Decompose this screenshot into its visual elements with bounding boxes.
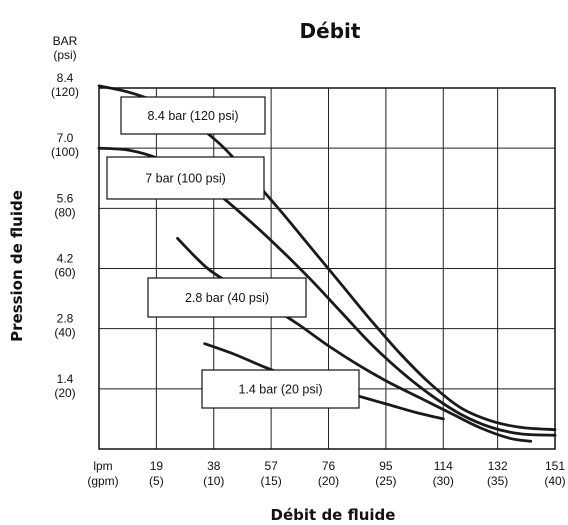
y-axis-title: Pression de fluide <box>8 190 26 342</box>
x-tick-sub-label-6: (35) <box>487 474 508 488</box>
x-tick-label-3: 76 <box>322 459 336 473</box>
x-tick-label-5: 114 <box>434 459 453 473</box>
x-tick-label-2: 57 <box>264 459 278 473</box>
y-tick-label-1: 2.8 <box>57 312 74 326</box>
y-tick-sub-label-2: (60) <box>54 266 75 280</box>
x-tick-sub-label-7: (40) <box>544 474 565 488</box>
y-unit-sub-label: (psi) <box>53 48 76 62</box>
x-tick-sub-label-0: (5) <box>149 474 164 488</box>
x-tick-label-6: 132 <box>488 459 508 473</box>
x-tick-sub-label-5: (30) <box>433 474 454 488</box>
x-tick-label-4: 95 <box>379 459 393 473</box>
annotation-box-0 <box>120 96 266 135</box>
y-tick-sub-label-4: (100) <box>51 145 79 159</box>
annotation-box-3 <box>201 369 360 409</box>
annotation-text-0: 8.4 bar (120 psi) <box>147 109 238 123</box>
y-tick-label-3: 5.6 <box>57 191 74 205</box>
annotation-box-2 <box>147 277 307 318</box>
annotation-text-1: 7 bar (100 psi) <box>145 172 226 186</box>
y-tick-sub-label-5: (120) <box>51 85 79 99</box>
x-unit-label: lpm <box>93 459 112 473</box>
x-tick-sub-label-2: (15) <box>260 474 281 488</box>
x-tick-label-0: 19 <box>150 459 164 473</box>
y-tick-label-0: 1.4 <box>57 372 74 386</box>
y-tick-sub-label-3: (80) <box>54 205 75 219</box>
y-tick-sub-label-0: (20) <box>54 386 75 400</box>
tick-labels: 19(5)38(10)57(15)76(20)95(25)114(30)132(… <box>51 71 566 488</box>
x-tick-sub-label-3: (20) <box>318 474 339 488</box>
annotation-text-3: 1.4 bar (20 psi) <box>238 383 322 397</box>
x-tick-sub-label-4: (25) <box>375 474 396 488</box>
y-tick-label-2: 4.2 <box>57 252 74 266</box>
y-tick-label-5: 8.4 <box>57 71 74 85</box>
annotation-box-1 <box>106 156 265 200</box>
y-tick-label-4: 7.0 <box>57 131 74 145</box>
y-tick-sub-label-1: (40) <box>54 326 75 340</box>
x-tick-sub-label-1: (10) <box>203 474 224 488</box>
annotation-text-2: 2.8 bar (40 psi) <box>185 291 269 305</box>
x-unit-sub-label: (gpm) <box>87 474 118 488</box>
y-unit-label: BAR <box>53 34 78 48</box>
x-tick-label-7: 151 <box>545 459 565 473</box>
chart-title: Débit <box>300 19 361 43</box>
x-axis-title: Débit de fluide <box>271 506 396 524</box>
plot-frame <box>98 87 556 450</box>
x-tick-label-1: 38 <box>207 459 221 473</box>
grid-lines <box>99 88 555 449</box>
annotation-boxes: 8.4 bar (120 psi) 7 bar (100 psi) 2.8 bar … <box>106 96 360 409</box>
